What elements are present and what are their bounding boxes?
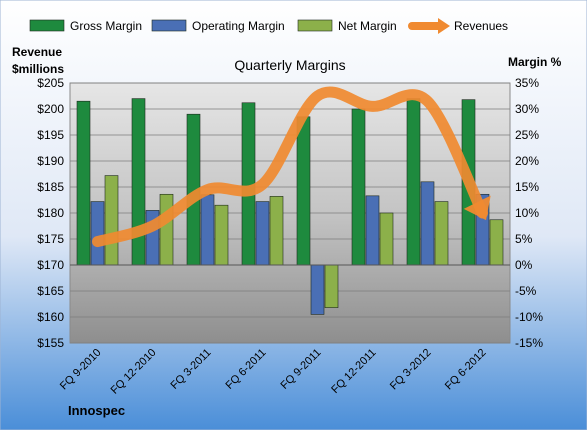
bar-gross-margin	[296, 116, 311, 266]
left-tick-label: $205	[37, 76, 64, 90]
bar-operating-margin	[255, 201, 270, 266]
right-tick-label: 10%	[515, 206, 539, 220]
legend-swatch-arrow	[438, 18, 450, 34]
bar-operating-margin	[90, 201, 105, 266]
left-tick-label: $160	[37, 310, 64, 324]
bar-gross-margin	[76, 100, 91, 266]
bar-net-margin	[379, 212, 394, 266]
legend-swatch	[297, 19, 333, 32]
left-tick-label: $155	[37, 336, 64, 350]
bar-net-margin	[324, 264, 339, 308]
right-tick-label: 15%	[515, 180, 539, 194]
left-tick-label: $195	[37, 128, 64, 142]
left-axis-label-line2: $millions	[12, 62, 64, 76]
left-tick-label: $200	[37, 102, 64, 116]
chart-title: Quarterly Margins	[234, 57, 345, 73]
left-tick-label: $190	[37, 154, 64, 168]
right-tick-label: -10%	[515, 310, 543, 324]
right-tick-label: 35%	[515, 76, 539, 90]
legend-label: Operating Margin	[192, 19, 285, 33]
right-tick-label: 0%	[515, 258, 533, 272]
bar-net-margin	[104, 175, 119, 266]
right-axis-label: Margin %	[508, 55, 562, 69]
left-tick-label: $165	[37, 284, 64, 298]
bar-net-margin	[214, 204, 229, 266]
bar-operating-margin	[200, 194, 215, 266]
bar-series	[76, 98, 504, 315]
right-tick-label: -15%	[515, 336, 543, 350]
revenue-line-path	[92, 86, 488, 248]
revenue-arrow-head	[463, 195, 491, 221]
legend-item-operating-margin: Operating Margin	[151, 19, 285, 33]
bar-gross-margin	[351, 108, 366, 266]
bar-gross-margin	[131, 98, 146, 266]
legend-label: Revenues	[454, 19, 508, 33]
left-tick-label: $175	[37, 232, 64, 246]
legend-swatch	[29, 19, 65, 32]
right-tick-label: -5%	[515, 284, 537, 298]
bar-operating-margin	[365, 195, 380, 266]
bar-operating-margin	[420, 181, 435, 266]
bar-net-margin	[159, 193, 174, 266]
bar-operating-margin	[310, 264, 325, 315]
left-tick-label: $180	[37, 206, 64, 220]
legend-label: Net Margin	[338, 19, 397, 33]
bar-net-margin	[269, 196, 284, 266]
right-tick-label: 25%	[515, 128, 539, 142]
bar-net-margin	[489, 219, 504, 266]
revenue-line	[92, 86, 491, 248]
legend-item-gross-margin: Gross Margin	[29, 19, 142, 33]
company-name: Innospec	[68, 403, 125, 418]
bar-net-margin	[434, 201, 449, 266]
bar-gross-margin	[406, 98, 421, 266]
right-tick-label: 5%	[515, 232, 533, 246]
right-tick-label: 20%	[515, 154, 539, 168]
left-axis-label-line1: Revenue	[12, 45, 62, 59]
bar-gross-margin	[241, 102, 256, 266]
legend: Gross Margin Operating Margin Net Margin Re…	[29, 18, 508, 34]
left-tick-label: $185	[37, 180, 64, 194]
legend-item-revenues: Revenues	[408, 18, 508, 34]
left-tick-label: $170	[37, 258, 64, 272]
legend-item-net-margin: Net Margin	[297, 19, 397, 33]
legend-label: Gross Margin	[70, 19, 142, 33]
right-tick-label: 30%	[515, 102, 539, 116]
legend-swatch	[151, 19, 187, 32]
